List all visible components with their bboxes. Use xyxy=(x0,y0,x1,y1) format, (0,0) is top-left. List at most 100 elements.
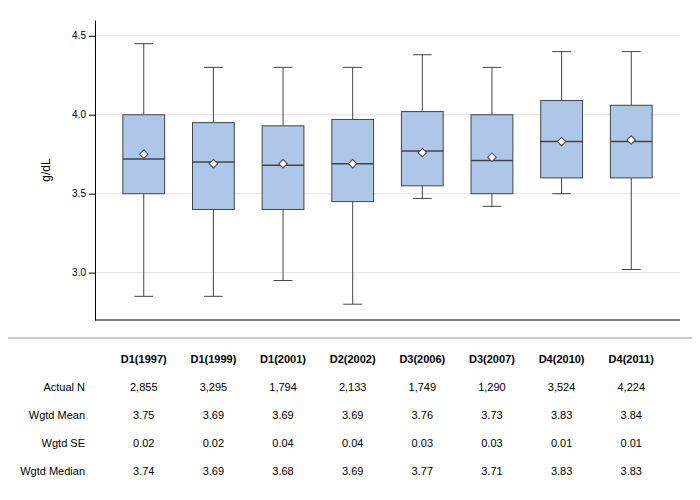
table-row-label: Actual N xyxy=(43,381,85,393)
y-tick-mark xyxy=(89,194,95,195)
mean-marker xyxy=(627,136,635,144)
table-cell: 3.71 xyxy=(481,465,502,477)
whisker-low xyxy=(561,178,562,194)
grid-line xyxy=(95,193,680,194)
table-cell: 3.84 xyxy=(621,409,642,421)
table-cell: 3.69 xyxy=(342,409,363,421)
y-tick-label: 3.5 xyxy=(72,188,86,199)
y-axis-line xyxy=(95,21,96,321)
whisker-high xyxy=(631,52,632,106)
table-cell: 3.74 xyxy=(133,465,154,477)
plot-area: 3.0 3.5 4.0 4.5 g/dL xyxy=(39,21,680,321)
table: D1(1997)D1(1999)D1(2001)D2(2002)D3(2006)… xyxy=(20,353,654,477)
whisker-high xyxy=(422,55,423,112)
mean-marker xyxy=(488,153,496,161)
box-body xyxy=(262,126,304,210)
box-body xyxy=(193,123,235,210)
y-tick-mark xyxy=(89,273,95,274)
cap-high xyxy=(274,67,293,68)
whisker-high xyxy=(561,52,562,101)
table-cell: 1,794 xyxy=(269,381,297,393)
table-cell: 0.02 xyxy=(133,437,154,449)
mean-marker xyxy=(209,159,217,167)
cap-low xyxy=(274,280,293,281)
box-body xyxy=(471,115,513,194)
box xyxy=(123,44,165,297)
grid xyxy=(95,36,680,273)
grid-line xyxy=(95,35,680,36)
whisker-low xyxy=(422,186,423,199)
table-header: D4(2011) xyxy=(609,353,655,365)
y-tick-label: 4.0 xyxy=(72,109,86,120)
y-axis-title: g/dL xyxy=(39,158,53,182)
cap-low xyxy=(622,269,641,270)
cap-low xyxy=(204,296,223,297)
whisker-high xyxy=(143,44,144,115)
table-cell: 3.75 xyxy=(133,409,154,421)
table-cell: 0.02 xyxy=(203,437,224,449)
table-header: D1(2001) xyxy=(260,353,306,365)
box-body xyxy=(401,112,443,186)
cap-high xyxy=(552,51,571,52)
y-tick-mark xyxy=(89,36,95,37)
table-row-label: Wgtd Median xyxy=(20,465,85,477)
box-body xyxy=(541,101,583,178)
y-tick: 3.5 xyxy=(72,188,95,199)
boxes xyxy=(123,44,652,305)
table-cell: 2,133 xyxy=(339,381,367,393)
mean-marker xyxy=(279,159,287,167)
y-tick-mark xyxy=(89,115,95,116)
x-axis-line xyxy=(95,320,680,321)
y-axis: 3.0 3.5 4.0 4.5 xyxy=(72,21,95,321)
whisker-low xyxy=(213,209,214,296)
table-cell: 3.68 xyxy=(272,465,293,477)
table-cell: 4,224 xyxy=(617,381,645,393)
grid-line xyxy=(95,114,680,115)
table-cell: 3.69 xyxy=(342,465,363,477)
y-tick: 3.0 xyxy=(72,267,95,278)
chart: 3.03.54.04.5g/dLD1(1997)D1(1999)D1(2001)… xyxy=(0,0,700,500)
mean-marker xyxy=(418,148,426,156)
box-body xyxy=(610,105,652,178)
box xyxy=(541,52,583,194)
whisker-high xyxy=(213,67,214,122)
table-header: D1(1997) xyxy=(121,353,167,365)
box xyxy=(401,55,443,199)
table-cell: 3.83 xyxy=(551,465,572,477)
table-cell: 3.77 xyxy=(412,465,433,477)
whisker-high xyxy=(352,67,353,119)
cap-low xyxy=(483,206,502,207)
box-body xyxy=(123,115,165,194)
separator xyxy=(8,338,692,339)
cap-low xyxy=(552,193,571,194)
table-header: D4(2010) xyxy=(539,353,585,365)
grid-line xyxy=(95,272,680,273)
y-tick-label: 3.0 xyxy=(72,267,86,278)
box xyxy=(610,52,652,270)
table-header: D2(2002) xyxy=(330,353,376,365)
table-row-label: Wgtd Mean xyxy=(29,409,85,421)
table-cell: 1,290 xyxy=(478,381,506,393)
table-cell: 3.69 xyxy=(272,409,293,421)
cap-high xyxy=(413,54,432,55)
table-cell: 3.83 xyxy=(621,465,642,477)
cap-high xyxy=(483,67,502,68)
cap-high xyxy=(622,51,641,52)
table-cell: 0.04 xyxy=(272,437,293,449)
box xyxy=(471,67,513,206)
whisker-low xyxy=(491,194,492,207)
box xyxy=(193,67,235,296)
table-cell: 0.03 xyxy=(481,437,502,449)
cap-high xyxy=(343,67,362,68)
table-cell: 0.01 xyxy=(551,437,572,449)
table-cell: 3,295 xyxy=(200,381,228,393)
whisker-low xyxy=(352,202,353,305)
table-header: D3(2007) xyxy=(469,353,515,365)
table-cell: 3.69 xyxy=(203,465,224,477)
box-body xyxy=(332,119,374,201)
cap-low xyxy=(134,296,153,297)
table-cell: 3.69 xyxy=(203,409,224,421)
y-tick-label: 4.5 xyxy=(72,30,86,41)
table-cell: 0.04 xyxy=(342,437,363,449)
table-cell: 3.83 xyxy=(551,409,572,421)
